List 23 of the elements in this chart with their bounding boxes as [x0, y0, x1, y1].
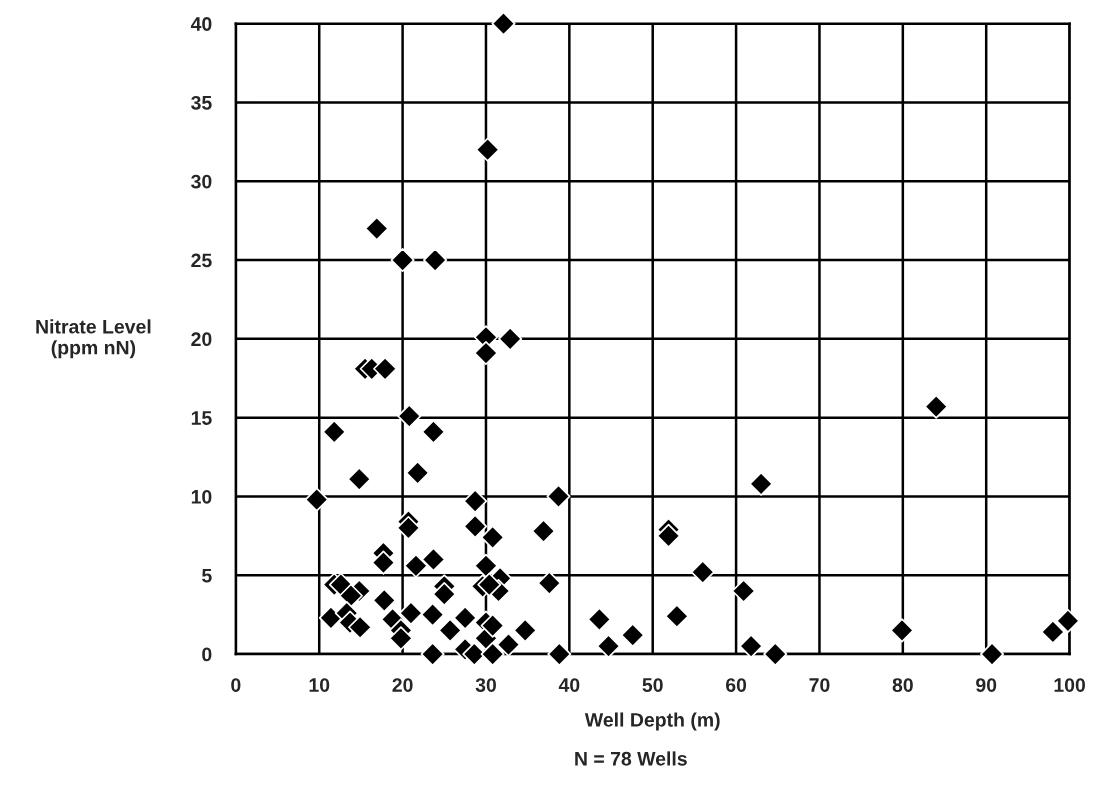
y-tick-label: 25 [191, 253, 212, 268]
y-tick-label: 5 [202, 568, 212, 583]
x-tick-label: 70 [809, 678, 830, 692]
y-tick-label: 35 [191, 95, 212, 110]
x-tick-label: 20 [392, 678, 413, 692]
y-tick-label: 20 [191, 332, 212, 347]
x-tick-label: 10 [309, 678, 330, 692]
y-tick-label: 15 [191, 411, 212, 425]
y-tick-label: 0 [202, 647, 212, 662]
y-axis-title: Nitrate Level (ppm nN) [36, 319, 151, 359]
x-tick-label: 0 [231, 678, 241, 692]
text: N = 78 Wells [575, 751, 687, 766]
x-tick-label: 100 [1054, 678, 1085, 692]
x-tick-label: 90 [976, 678, 997, 692]
y-tick-label: 40 [190, 17, 212, 31]
x-tick-label: 40 [558, 678, 580, 692]
y-tick-label: 10 [191, 489, 212, 504]
x-tick-label: 60 [725, 678, 747, 692]
y-tick-label: 30 [191, 174, 212, 189]
x-tick-label: 30 [475, 678, 496, 692]
x-tick-label: 80 [892, 678, 913, 692]
x-axis-title: Well Depth (m) [584, 712, 720, 731]
x-tick-label: 50 [642, 678, 663, 692]
